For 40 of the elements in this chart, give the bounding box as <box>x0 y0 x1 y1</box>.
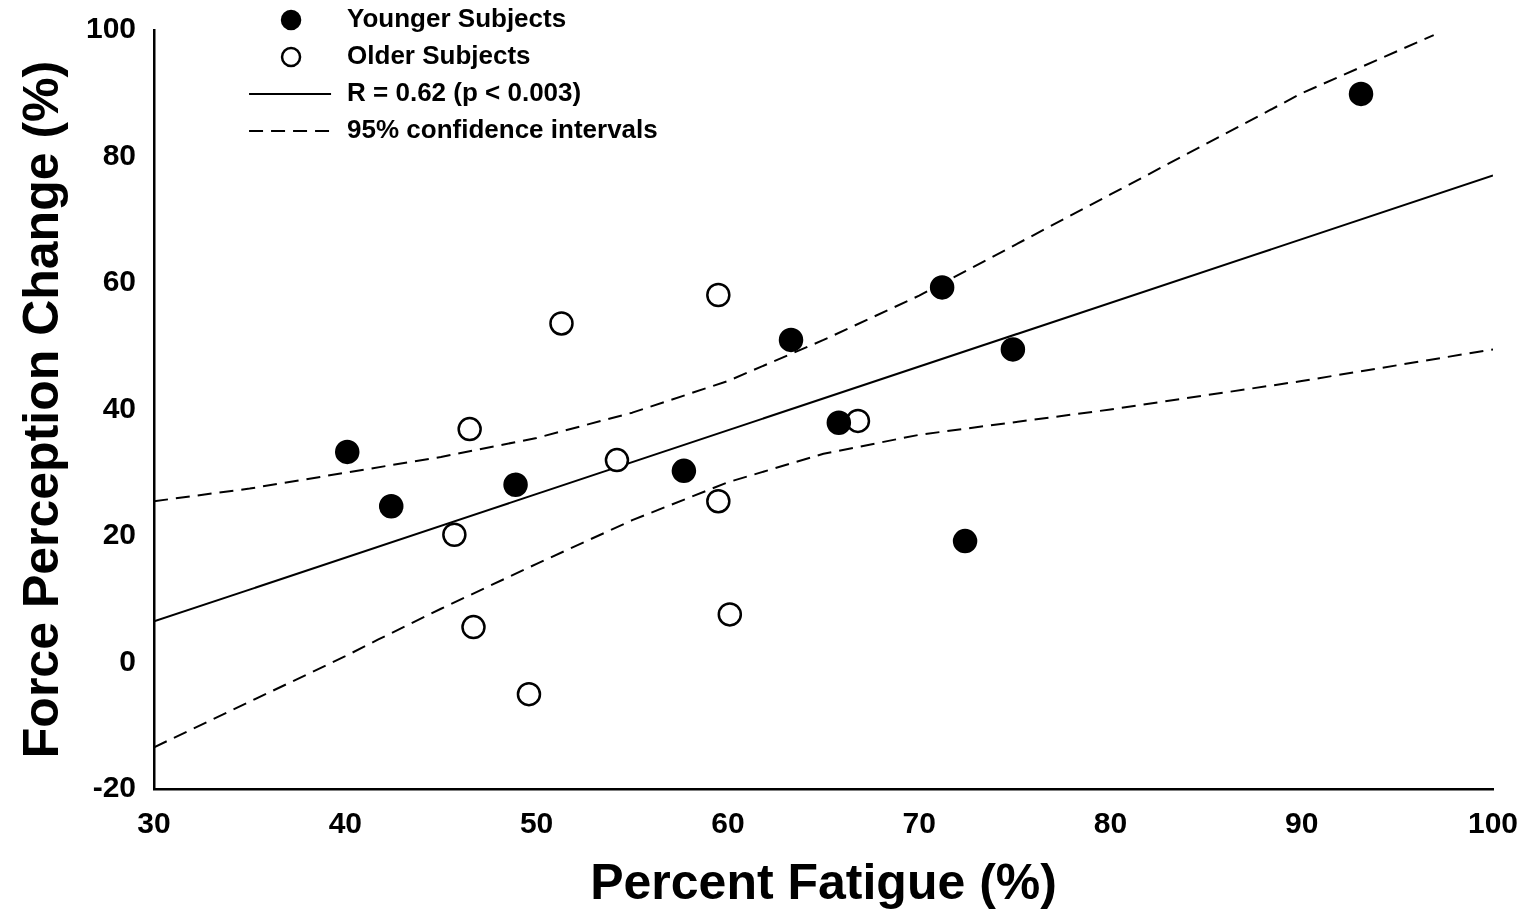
y-tick-label: 0 <box>119 643 137 677</box>
point <box>442 522 467 547</box>
point <box>706 282 731 308</box>
point <box>717 602 743 627</box>
legend-label: Younger Subjects <box>347 3 567 34</box>
point <box>516 681 542 707</box>
x-axis-title: Percent Fatigue (%) <box>590 853 1057 910</box>
x-tick-label: 50 <box>519 806 554 840</box>
point <box>604 447 630 473</box>
y-tick-label: 60 <box>102 264 137 298</box>
y-tick-label: 100 <box>85 11 137 45</box>
y-tick-label: 80 <box>102 137 137 171</box>
legend-label: Older Subjects <box>347 40 531 71</box>
point <box>461 614 486 640</box>
x-tick-label: 90 <box>1285 806 1319 840</box>
point <box>706 488 731 514</box>
legend-label: R = 0.62 (p < 0.003) <box>347 77 582 108</box>
x-tick-label: 30 <box>137 806 171 840</box>
x-tick-label: 80 <box>1093 806 1128 840</box>
legend-label: 95% confidence intervals <box>347 114 658 145</box>
point <box>549 311 574 336</box>
point <box>1348 81 1374 107</box>
x-tick-label: 60 <box>711 806 745 840</box>
x-tick-label: 100 <box>1467 806 1519 840</box>
point <box>1000 337 1026 362</box>
point <box>503 472 528 498</box>
point <box>671 458 697 484</box>
point <box>457 416 482 442</box>
point <box>826 410 852 436</box>
y-tick-label: 20 <box>102 517 137 551</box>
x-tick-label: 70 <box>902 806 936 840</box>
point <box>378 494 404 519</box>
point <box>778 327 804 353</box>
point <box>929 275 955 300</box>
y-tick-label: -20 <box>92 770 137 804</box>
x-tick-label: 40 <box>328 806 363 840</box>
y-axis-title: Force Perception Change (%) <box>12 60 69 759</box>
point <box>952 528 978 554</box>
y-tick-label: 40 <box>102 390 137 424</box>
point <box>335 439 360 465</box>
